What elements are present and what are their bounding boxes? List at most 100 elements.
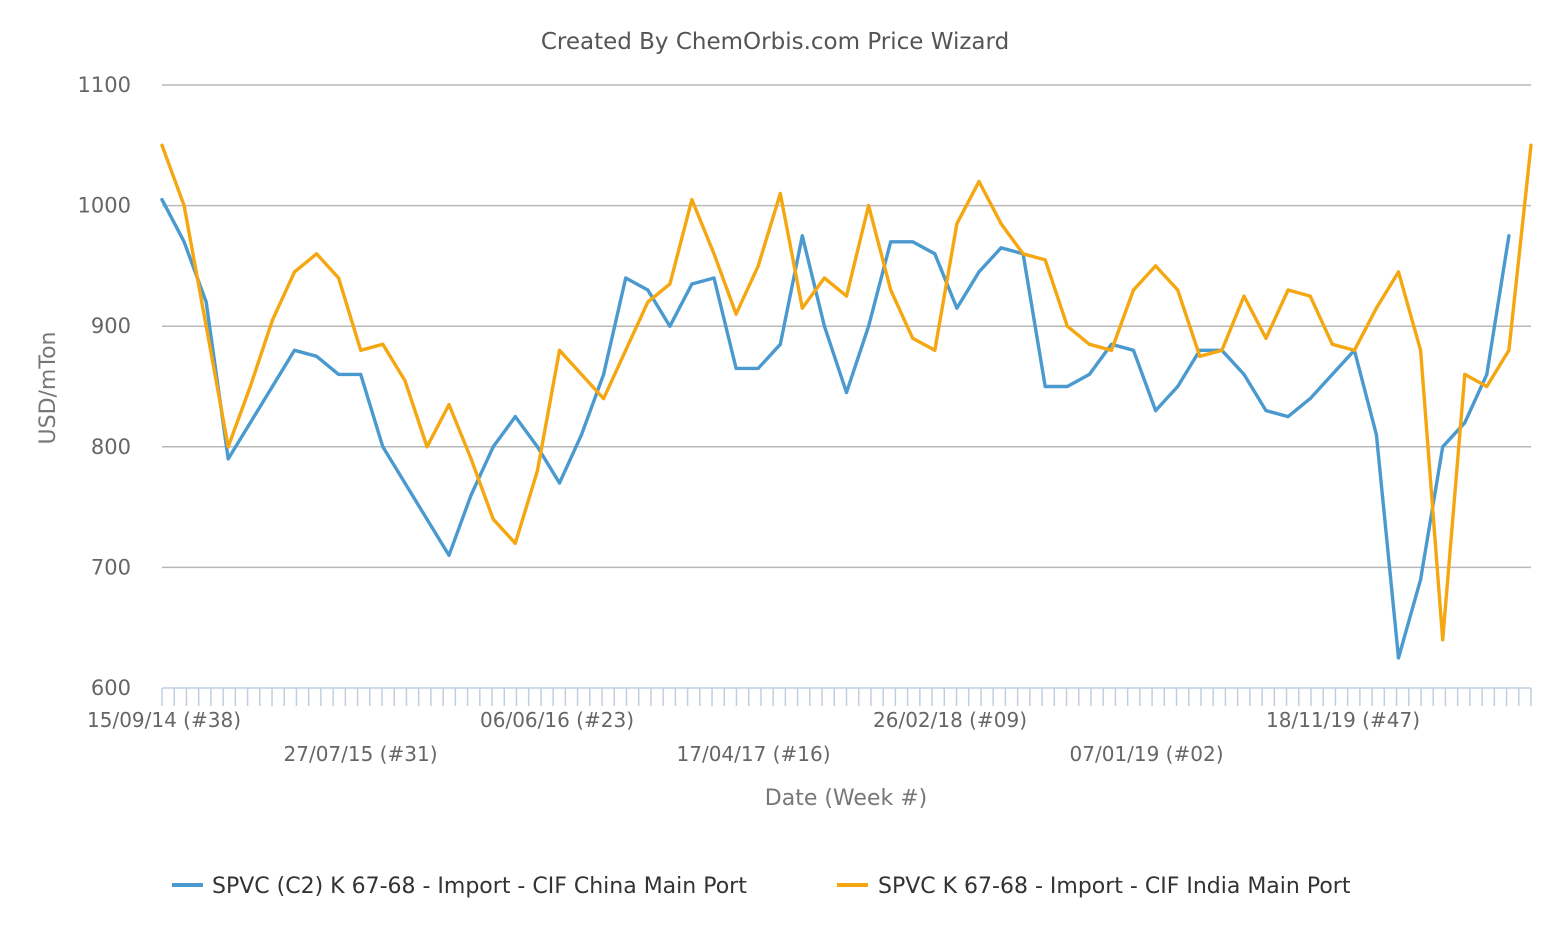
data-point-india xyxy=(646,300,650,304)
data-point-india xyxy=(668,282,672,286)
data-point-india xyxy=(1352,348,1356,352)
data-point-india xyxy=(557,348,562,352)
data-point-china xyxy=(1065,384,1069,389)
data-point-india xyxy=(933,348,937,352)
data-point-india xyxy=(1396,270,1401,274)
data-point-india xyxy=(690,198,694,202)
grid-lines xyxy=(162,84,1531,569)
data-point-india xyxy=(1330,342,1334,346)
data-point-china xyxy=(999,246,1003,250)
data-point-india xyxy=(1507,348,1511,352)
data-point-china xyxy=(977,270,981,274)
data-point-india xyxy=(800,306,804,310)
data-point-india xyxy=(911,336,915,340)
data-point-india xyxy=(182,204,186,208)
data-point-india xyxy=(1441,638,1445,642)
data-point-india xyxy=(579,372,584,376)
data-point-india xyxy=(624,348,628,352)
data-point-india xyxy=(403,378,407,383)
data-point-india xyxy=(425,445,429,449)
data-point-china xyxy=(1286,415,1290,419)
data-point-india xyxy=(204,324,208,328)
data-point-india xyxy=(292,270,297,274)
data-point-india xyxy=(491,517,495,521)
x-tick-label: 27/07/15 (#31) xyxy=(284,742,438,766)
data-point-india xyxy=(778,191,782,196)
legend-item-india[interactable]: SPVC K 67-68 - Import - CIF India Main P… xyxy=(837,874,1351,899)
data-point-india xyxy=(160,143,164,147)
data-point-india xyxy=(1529,143,1533,147)
x-axis-minor-ticks xyxy=(161,687,1532,706)
data-point-china xyxy=(226,457,230,461)
data-point-china xyxy=(1087,372,1091,376)
data-point-china xyxy=(204,300,208,304)
data-point-india xyxy=(1463,372,1467,376)
y-tick-label: 800 xyxy=(91,435,131,459)
legend-item-china[interactable]: SPVC (C2) K 67-68 - Import - CIF China M… xyxy=(172,874,747,899)
x-tick-label: 06/06/16 (#23) xyxy=(480,708,634,732)
data-point-india xyxy=(1154,264,1158,268)
data-point-china xyxy=(911,240,915,244)
data-point-india xyxy=(822,276,827,280)
data-point-china xyxy=(557,481,562,485)
data-point-china xyxy=(403,481,407,485)
data-point-india xyxy=(381,342,385,346)
data-point-china xyxy=(933,252,937,256)
y-axis-label: USD/mTon xyxy=(36,332,61,445)
series-lines xyxy=(160,143,1533,660)
data-point-china xyxy=(491,445,495,449)
data-point-india xyxy=(1043,258,1047,262)
legend-label-india: SPVC K 67-68 - Import - CIF India Main P… xyxy=(878,874,1351,899)
data-point-china xyxy=(734,366,738,370)
data-point-india xyxy=(270,318,274,322)
data-point-india xyxy=(1286,288,1290,292)
data-point-china xyxy=(624,276,628,280)
data-point-india xyxy=(1198,354,1202,358)
data-point-china xyxy=(1131,348,1136,352)
data-point-india xyxy=(226,445,230,449)
data-point-china xyxy=(955,306,959,310)
x-axis-label: Date (Week #) xyxy=(765,786,927,811)
data-point-china xyxy=(469,493,473,497)
data-point-china xyxy=(1507,234,1511,238)
data-point-china xyxy=(1154,409,1158,413)
data-point-china xyxy=(337,372,341,376)
data-point-china xyxy=(292,348,297,352)
data-point-india xyxy=(1065,324,1069,328)
data-point-india xyxy=(1220,348,1224,352)
x-axis-tick-labels: 15/09/14 (#38) 27/07/15 (#31) 06/06/16 (#2… xyxy=(87,708,1420,766)
data-point-india xyxy=(955,222,959,226)
data-point-india xyxy=(889,288,893,292)
data-point-china xyxy=(1043,384,1047,389)
data-point-china xyxy=(1176,384,1180,389)
data-point-india xyxy=(602,397,606,401)
data-point-india xyxy=(1419,348,1423,352)
data-point-china xyxy=(513,415,517,419)
data-point-china xyxy=(1441,445,1445,449)
data-point-china xyxy=(778,342,782,346)
data-point-china xyxy=(535,445,540,449)
data-point-india xyxy=(867,204,871,208)
data-point-china xyxy=(425,517,429,521)
data-point-india xyxy=(977,179,981,184)
data-point-china xyxy=(1396,656,1401,660)
x-tick-label: 15/09/14 (#38) xyxy=(87,708,241,732)
data-point-india xyxy=(1109,348,1114,352)
y-tick-label: 900 xyxy=(91,314,131,338)
data-point-china xyxy=(1242,372,1246,376)
x-tick-label: 18/11/19 (#47) xyxy=(1266,708,1420,732)
data-point-india xyxy=(999,222,1003,226)
data-point-china xyxy=(1485,372,1489,376)
data-point-india xyxy=(1264,336,1268,340)
data-point-india xyxy=(1242,294,1246,298)
data-point-china xyxy=(822,324,827,328)
data-point-india xyxy=(469,457,473,461)
data-point-china xyxy=(359,372,363,376)
data-point-china xyxy=(315,354,319,358)
data-point-india xyxy=(734,312,738,316)
data-point-india xyxy=(712,252,716,256)
data-point-india xyxy=(513,541,517,545)
x-tick-label: 17/04/17 (#16) xyxy=(677,742,831,766)
data-point-china xyxy=(844,390,849,395)
data-point-india xyxy=(248,384,252,389)
